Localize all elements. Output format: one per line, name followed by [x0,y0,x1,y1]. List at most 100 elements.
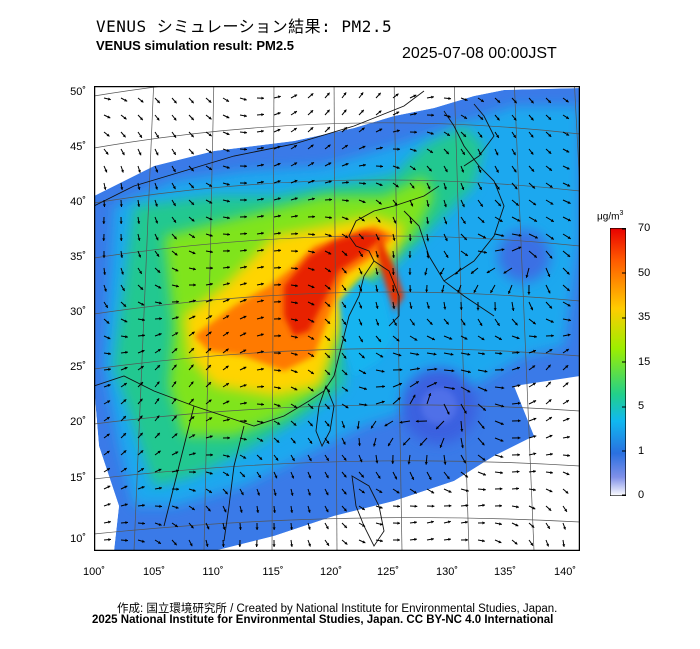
wind-arrowhead [244,265,247,269]
wind-arrowhead [550,201,554,205]
wind-arrowhead [501,368,504,372]
wind-arrowhead [209,299,213,302]
wind-arrowhead [396,166,400,169]
wind-arrowhead [566,149,570,153]
wind-arrowhead [452,387,455,390]
wind-arrowhead [440,271,443,275]
wind-arrowhead [243,366,247,370]
wind-arrowhead [244,419,247,423]
wind-arrowhead [244,147,247,151]
wind-arrowhead [227,199,230,203]
wind-arrowhead [221,544,225,547]
wind-arrowhead [238,527,242,530]
wind-arrowhead [403,442,406,446]
wind-arrowhead [431,95,434,99]
wind-arrowhead [311,302,315,306]
wind-arrowhead [208,348,212,352]
wind-arrowhead [174,252,178,256]
wind-arrowhead [108,367,111,371]
wind-arrowhead [125,335,128,339]
wind-arrowhead [476,307,480,311]
wind-arrowhead [533,202,536,206]
wind-arrowhead [548,417,552,420]
wind-arrowhead [344,252,348,256]
wind-arrowhead [434,367,438,371]
wind-arrowhead [295,249,298,253]
wind-arrowhead [159,504,162,508]
colorbar [610,228,626,496]
wind-arrowhead [277,404,281,407]
wind-arrowhead [566,132,570,136]
wind-arrowhead [411,476,414,480]
wind-arrowhead [446,133,450,136]
wind-arrowhead [191,348,194,351]
wind-arrowhead [260,438,264,442]
wind-arrowhead [155,220,158,224]
wind-arrowhead [518,233,522,237]
wind-arrowhead [532,506,536,510]
wind-arrowhead [156,134,159,138]
wind-arrowhead [567,254,571,257]
wind-arrowhead [326,406,330,410]
wind-arrowhead [411,322,415,326]
wind-arrowhead [439,444,443,448]
wind-arrowhead [548,150,552,154]
wind-arrowhead [445,254,449,258]
wind-arrowhead [205,543,209,547]
wind-arrowhead [295,284,298,288]
wind-arrowhead [550,319,554,323]
wind-arrowhead [499,219,503,222]
wind-arrowhead [500,455,504,459]
wind-arrowhead [278,386,281,390]
wind-arrowhead [106,433,110,437]
wind-arrowhead [244,215,247,219]
wind-arrowhead [140,286,144,290]
wind-arrowhead [375,460,379,464]
wind-arrowhead [565,365,569,369]
wind-arrowhead [548,507,552,511]
wind-arrowhead [173,100,177,104]
wind-arrowhead [209,435,213,439]
wind-arrowhead [209,184,212,187]
wind-arrowhead [272,527,276,530]
wind-arrowhead [106,417,110,420]
wind-arrowhead [462,220,466,224]
wind-arrowhead [123,433,126,436]
wind-arrowhead [140,382,143,385]
wind-arrowhead [327,355,330,358]
wind-arrowhead [413,94,417,98]
wind-arrowhead [308,458,312,462]
wind-arrowhead [531,168,535,172]
wind-arrowhead [208,399,212,403]
wind-arrowhead [156,381,160,385]
wind-arrowhead [464,116,467,119]
lat-label-40: 40˚ [70,196,86,208]
wind-arrowhead [278,214,281,218]
lat-label-50: 50˚ [70,86,86,98]
wind-arrowhead [345,163,349,166]
wind-arrowhead [122,288,125,291]
wind-arrowhead [343,287,347,291]
wind-arrowhead [307,509,311,513]
wind-arrowhead [513,100,517,104]
wind-arrowhead [244,232,247,236]
wind-arrowhead [106,450,110,454]
wind-arrowhead [190,117,194,121]
wind-arrowhead [499,504,502,508]
wind-arrowhead [309,440,313,444]
coastlines [94,90,505,547]
wind-arrowhead [380,164,383,168]
wind-arrowhead [103,288,107,292]
wind-arrowhead [139,117,143,121]
colorbar-label-35: 35 [638,311,651,323]
wind-arrowhead [139,270,142,274]
wind-arrowhead [278,266,281,270]
wind-arrowhead [413,490,417,494]
wind-arrowhead [483,472,486,476]
wind-arrowhead [255,527,259,530]
wind-arrowhead [363,163,366,167]
wind-arrowhead [277,180,281,183]
colorbar-unit: μg/m3 [597,210,624,223]
wind-arrowhead [464,336,468,340]
wind-arrowhead [514,322,518,326]
